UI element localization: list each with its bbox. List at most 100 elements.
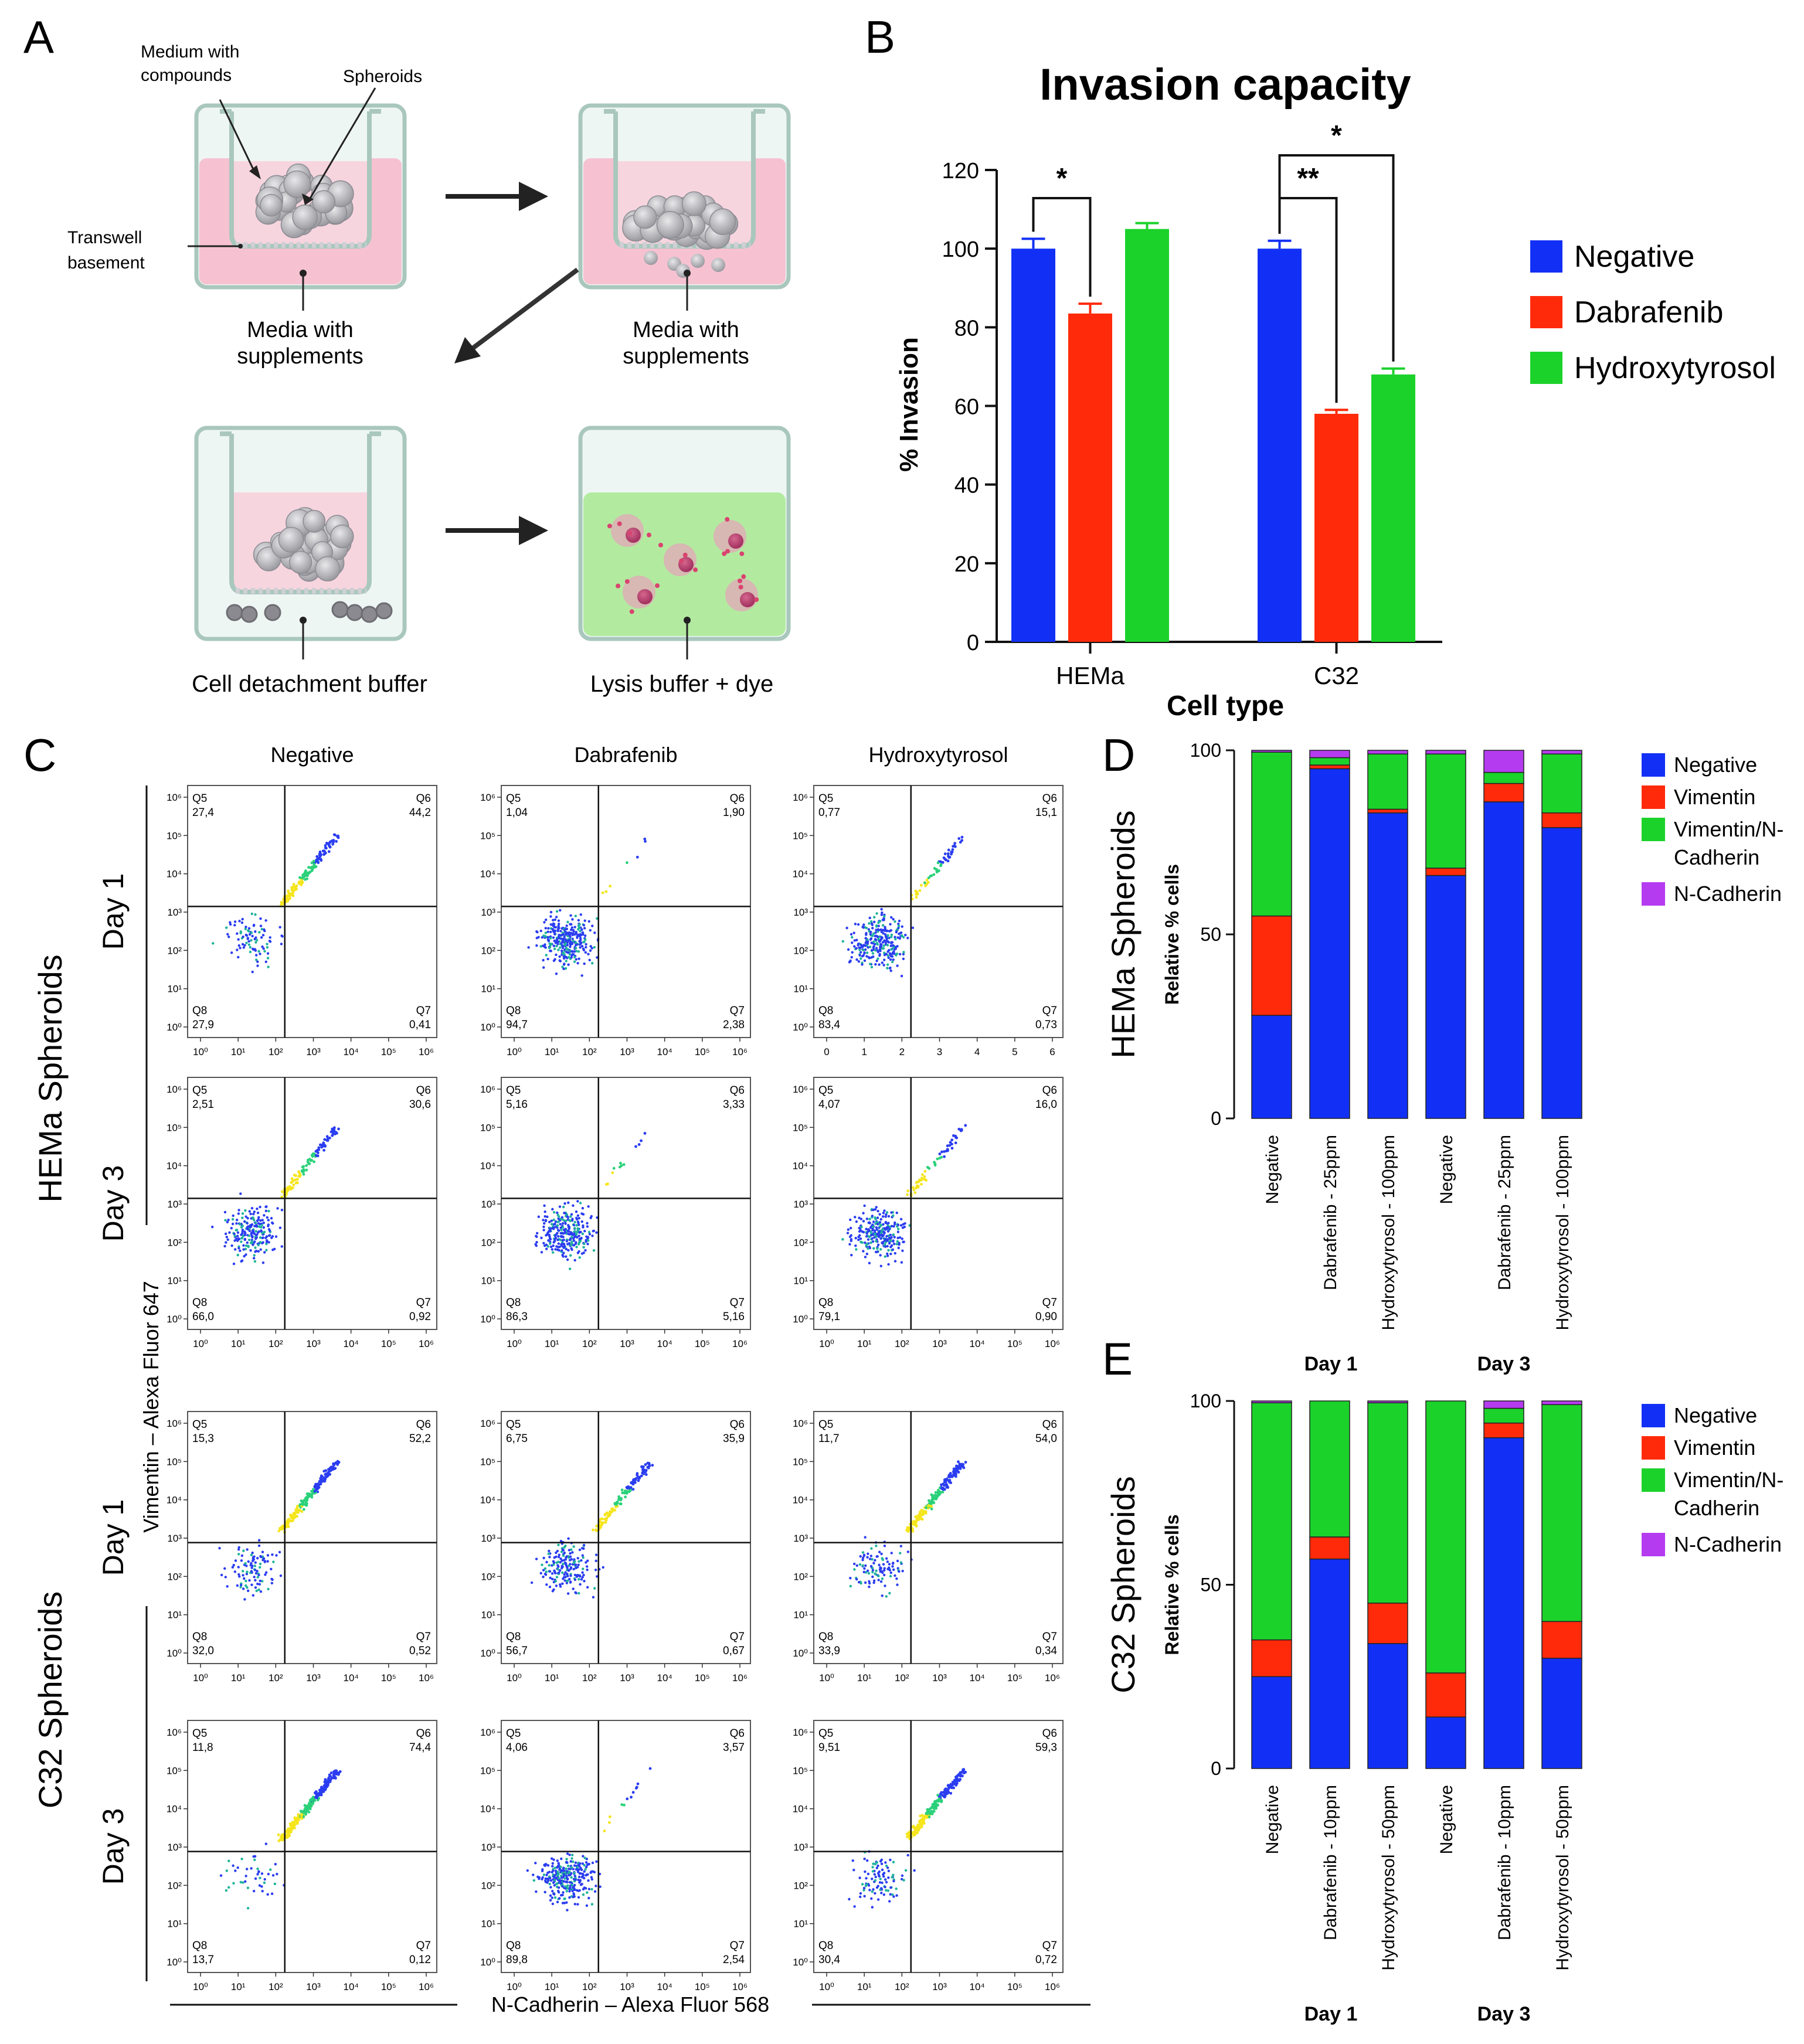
flow-event <box>879 1580 883 1583</box>
well-2 <box>578 103 791 290</box>
flow-event <box>880 907 883 911</box>
flow-event <box>929 1810 932 1814</box>
flow-event <box>541 1563 543 1566</box>
flow-event <box>604 890 608 893</box>
flow-event <box>634 1145 637 1148</box>
flow-event <box>875 1866 879 1869</box>
flow-event <box>334 1776 337 1779</box>
flow-event <box>930 1812 934 1815</box>
flow-event <box>553 1222 556 1226</box>
flow-event <box>259 1236 262 1239</box>
flow-event <box>858 954 861 957</box>
stack-chartE-3 <box>1367 1400 1408 1403</box>
flow-event <box>950 852 953 856</box>
flow-event <box>883 951 886 954</box>
flow-event <box>897 922 900 926</box>
flow-event <box>548 1556 551 1559</box>
flow-event <box>549 1879 553 1882</box>
flow-y-tick-label: 10⁶ <box>480 1727 495 1738</box>
flow-x-tick-label: 10² <box>582 1981 597 1992</box>
legend-swatch-chartE <box>1642 1436 1665 1460</box>
flow-event <box>949 1791 953 1795</box>
flow-event <box>269 940 272 943</box>
flow-event <box>542 1219 545 1222</box>
flow-event <box>552 1218 555 1222</box>
flow-event <box>244 926 247 929</box>
flow-event <box>883 1545 886 1548</box>
flow-event <box>868 963 872 965</box>
flow-x-tick-label: 10⁴ <box>344 1046 359 1057</box>
flow-y-tick-label: 10⁰ <box>793 1648 808 1659</box>
flow-event <box>946 852 950 855</box>
flow-quadrant-q7: Q7 <box>1042 1940 1057 1952</box>
flow-event <box>582 1543 586 1547</box>
flow-quadrant-q5: Q5 <box>506 1084 521 1097</box>
spheroid-cell <box>681 191 706 216</box>
flow-event <box>955 1136 959 1140</box>
flow-event <box>894 947 898 950</box>
flow-value-q8: 33,9 <box>818 1645 840 1657</box>
flow-event <box>865 1883 868 1886</box>
flow-event <box>943 1794 946 1797</box>
flow-event <box>559 1880 562 1883</box>
flow-y-tick-label: 10² <box>793 945 808 956</box>
flow-event <box>882 932 885 935</box>
flow-event <box>863 1204 866 1208</box>
flow-event <box>886 934 889 937</box>
flow-event <box>577 1875 581 1879</box>
flow-event <box>956 1774 959 1777</box>
flow-y-tick-label: 10⁰ <box>167 1022 182 1033</box>
flow-event <box>868 946 872 948</box>
flow-x-tick-label: 10¹ <box>231 1672 246 1684</box>
flow-event <box>558 955 561 958</box>
flow-event <box>565 960 568 963</box>
flow-event <box>900 934 903 937</box>
flow-event <box>614 1505 617 1509</box>
flow-event <box>246 937 250 940</box>
flow-event <box>569 1219 572 1223</box>
x-tick-label-chartE: Hydroxytyrosol - 50ppm <box>1553 1785 1572 1971</box>
flow-event <box>535 1232 539 1235</box>
flow-event <box>553 1226 556 1229</box>
flow-event <box>236 932 239 935</box>
flow-event <box>583 1870 586 1873</box>
flow-event <box>932 873 936 876</box>
flow-event <box>899 931 902 934</box>
flow-event <box>871 927 874 930</box>
flow-event <box>582 1246 585 1249</box>
flow-event <box>858 1234 861 1237</box>
flow-y-tick-label: 10⁶ <box>793 1727 808 1738</box>
flow-event <box>259 924 263 927</box>
flow-event <box>568 1890 571 1893</box>
flow-event <box>588 958 591 961</box>
flow-event <box>336 1771 339 1775</box>
flow-quadrant-q8: Q8 <box>818 1297 833 1309</box>
flow-event <box>567 955 570 959</box>
flow-plot <box>187 785 437 1038</box>
group-day1-chartD: Day 1 <box>1304 1353 1358 1375</box>
flow-x-tick-label: 10⁵ <box>695 1672 710 1684</box>
chart-b-legend-swatch <box>1530 296 1562 328</box>
flow-event <box>964 1461 967 1464</box>
spheroid-cell <box>283 170 311 198</box>
flow-event <box>273 1882 277 1886</box>
flow-event <box>885 1889 888 1892</box>
flow-plot <box>187 1077 437 1330</box>
flow-event <box>297 1813 300 1816</box>
flow-y-tick-label: 10⁵ <box>480 1122 495 1133</box>
flow-event <box>565 1582 569 1584</box>
flow-event <box>280 900 283 904</box>
flow-event <box>553 1210 556 1214</box>
flow-quadrant-q7: Q7 <box>416 1005 431 1017</box>
flow-event <box>641 1465 645 1468</box>
stained-cell <box>626 528 641 543</box>
flow-event <box>561 946 565 950</box>
chart-b-legend-label: Dabrafenib <box>1574 295 1723 329</box>
flow-event <box>872 1862 875 1865</box>
flow-event <box>253 1565 257 1567</box>
flow-event <box>579 913 582 916</box>
row-label-chartD: HEMa Spheroids <box>1105 810 1141 1058</box>
lysis-label: Lysis buffer + dye <box>590 671 773 697</box>
flow-quadrant-q6: Q6 <box>416 1084 431 1097</box>
